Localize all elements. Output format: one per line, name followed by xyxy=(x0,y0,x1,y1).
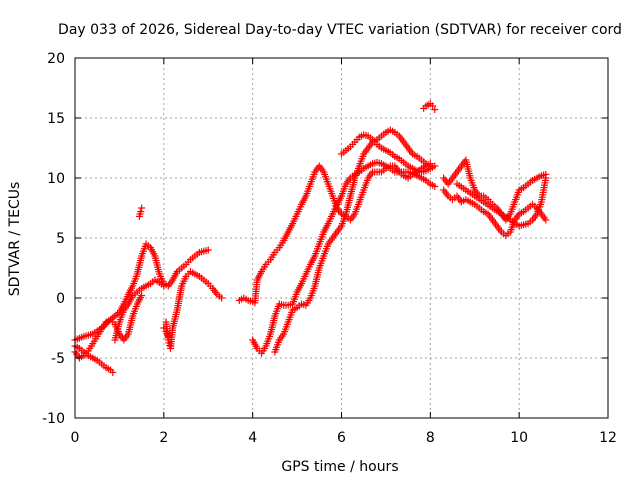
data-point xyxy=(542,174,550,182)
data-point xyxy=(109,368,117,376)
data-point xyxy=(160,282,168,290)
data-point xyxy=(137,208,145,216)
data-point xyxy=(542,216,550,224)
y-tick-label: 15 xyxy=(47,111,65,127)
grid xyxy=(75,58,608,418)
x-tick-label: 12 xyxy=(599,430,617,446)
data-point xyxy=(160,324,168,332)
x-axis-label: GPS time / hours xyxy=(281,459,398,475)
x-tick-label: 8 xyxy=(426,430,435,446)
data-point xyxy=(218,294,226,302)
data-point xyxy=(138,292,146,300)
x-tick-label: 4 xyxy=(248,430,257,446)
data-point xyxy=(204,246,212,254)
data-point xyxy=(431,182,439,190)
y-tick-label: 0 xyxy=(56,291,65,307)
y-tick-label: 10 xyxy=(47,171,65,187)
data-point xyxy=(429,102,437,110)
axes: 0 2 4 6 8 10 12 -10 -5 0 5 10 15 20 xyxy=(42,51,617,446)
x-tick-label: 10 xyxy=(510,430,528,446)
y-axis-label: SDTVAR / TECUs xyxy=(7,182,23,297)
data-point xyxy=(431,106,439,114)
x-tick-label: 2 xyxy=(159,430,168,446)
y-tick-label: -10 xyxy=(42,411,65,427)
chart-title: Day 033 of 2026, Sidereal Day-to-day VTE… xyxy=(58,22,622,38)
y-tick-label: 5 xyxy=(56,231,65,247)
data-point xyxy=(164,332,172,340)
y-tick-label: 20 xyxy=(47,51,65,67)
y-tick-label: -5 xyxy=(51,351,65,367)
x-tick-label: 0 xyxy=(71,430,80,446)
data-point xyxy=(138,204,146,212)
data-point xyxy=(431,162,439,170)
x-tick-label: 6 xyxy=(337,430,346,446)
data-points xyxy=(71,100,550,376)
